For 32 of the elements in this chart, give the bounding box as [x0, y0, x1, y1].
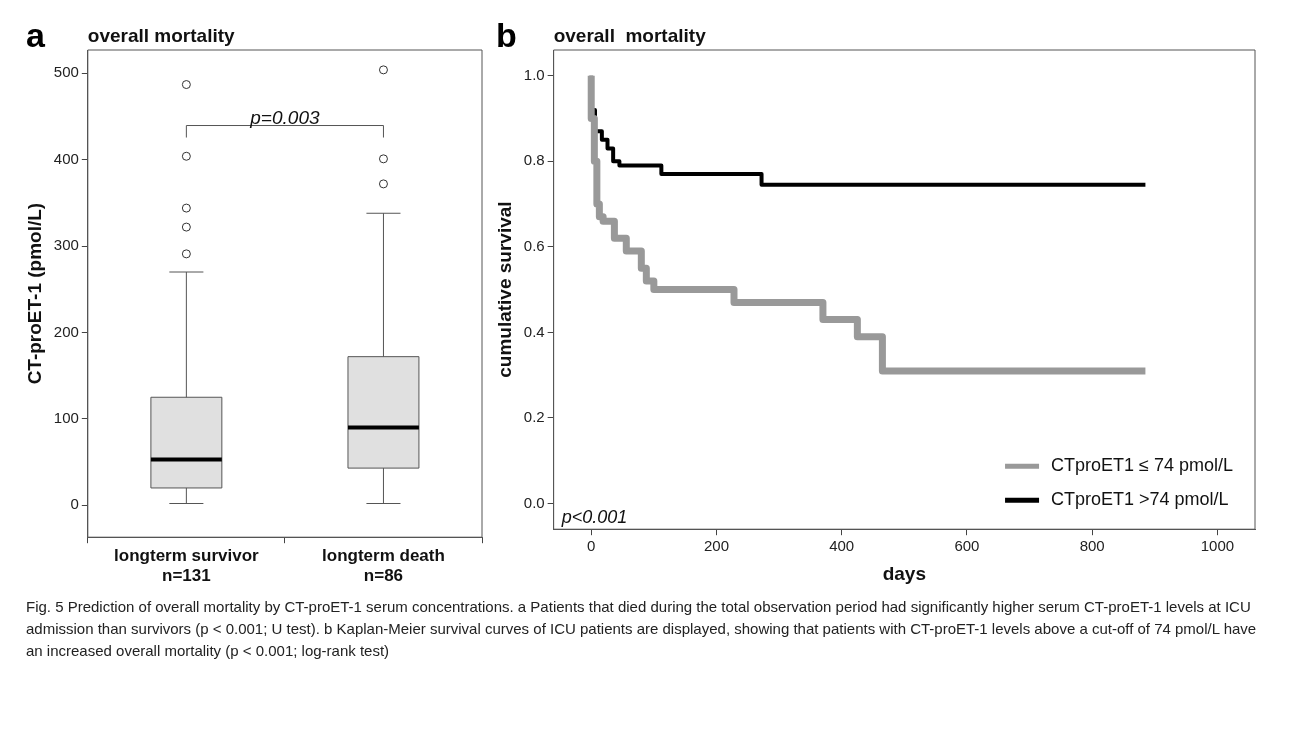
legend-label: CTproET1 >74 pmol/L	[1051, 489, 1229, 510]
chart-title: overall mortality	[87, 24, 236, 46]
y-tick-label: 0	[70, 495, 79, 513]
x-tick-label: 600	[954, 537, 980, 555]
y-tick-label: 500	[53, 63, 79, 81]
y-tick-label: 0.6	[523, 236, 545, 254]
y-tick-label: 400	[53, 149, 79, 167]
annotation: p<0.001	[560, 507, 628, 528]
y-axis-title: cumulative survival	[493, 201, 515, 378]
y-tick-label: 300	[53, 236, 79, 254]
x-tick-label: longterm death n=86	[322, 546, 445, 586]
caption: Fig. 5 Prediction of overall mortality by CT-proET-1 serum concentrations. a Patients that died during the total observation period had significantly higher serum CT-proET-1 levels at ICU admission than survivors (p < 0.001; U test). b Kaplan-Meier survival curves of ICU patients are displayed, showing that patients with CT-proET-1 levels above a cut-off of 74 pmol/L have an increased overall mortality (p < 0.001; log-rank test)	[26, 597, 1258, 661]
legend-label: CTproET1 ≤ 74 pmol/L	[1051, 455, 1233, 476]
x-tick-label: 200	[703, 537, 729, 555]
x-tick-label: 0	[587, 537, 596, 555]
x-tick-label: 1000	[1200, 537, 1235, 555]
text: a	[26, 16, 45, 54]
y-tick-label: 1.0	[523, 65, 545, 83]
y-tick-label: 100	[53, 409, 79, 426]
text: b	[496, 16, 517, 54]
x-tick-label: longterm survivor n=131	[114, 546, 260, 586]
y-axis-title: CT-proET-1 (pmol/L)	[23, 202, 45, 385]
y-tick-label: 0.0	[523, 493, 545, 511]
annotation: p=0.003	[249, 107, 320, 129]
y-tick-label: 0.4	[523, 322, 545, 340]
chart-title: overall mortality	[553, 24, 707, 46]
y-tick-label: 200	[53, 322, 79, 340]
x-tick-label: 400	[829, 537, 855, 555]
x-tick-label: 800	[1079, 537, 1105, 555]
x-axis-title: days	[882, 562, 926, 584]
y-tick-label: 0.2	[523, 408, 545, 426]
y-tick-label: 0.8	[523, 151, 545, 169]
